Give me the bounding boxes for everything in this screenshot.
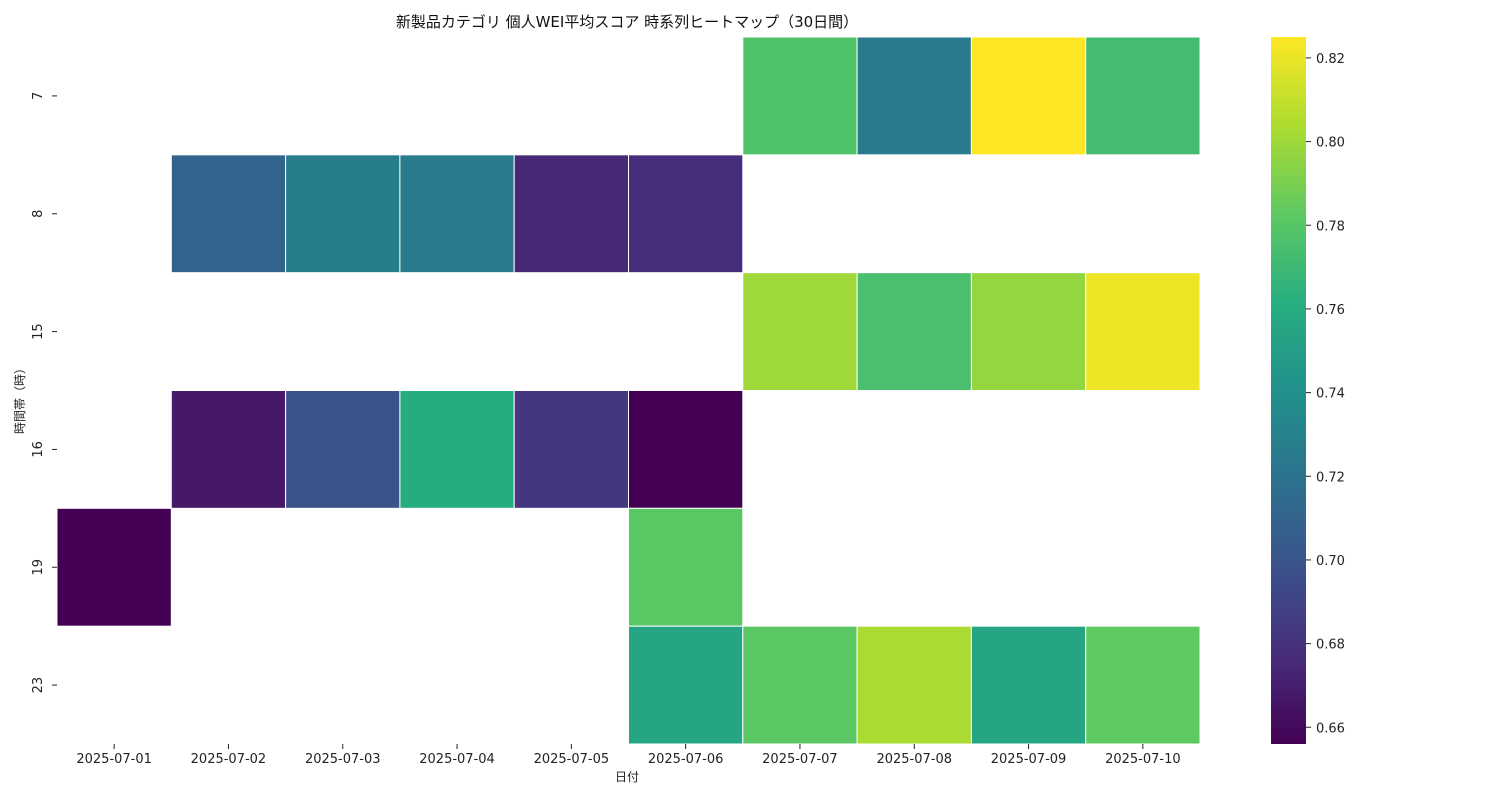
y-axis-label: 時間帯（時） (13, 362, 27, 434)
x-tick-label: 2025-07-03 (305, 752, 381, 767)
colorbar: 0.66 0.68 0.70 0.72 0.74 0.76 0.78 0.80 0.82 (1271, 37, 1345, 744)
colorbar-ticks: 0.66 0.68 0.70 0.72 0.74 0.76 0.78 0.80 0.82 (1306, 52, 1345, 736)
heatmap-cell (399, 390, 515, 509)
y-tick-label: 15 (31, 323, 46, 340)
y-tick-label: 19 (31, 559, 46, 576)
heatmap-cell (970, 272, 1087, 391)
colorbar-tick-label: 0.68 (1316, 638, 1345, 653)
y-axis: 7 8 15 16 19 23 (31, 92, 57, 694)
heatmap-cell (1085, 272, 1201, 391)
heatmap-cell (856, 272, 972, 391)
x-tick-label: 2025-07-01 (76, 752, 152, 767)
heatmap-cell (742, 272, 858, 391)
heatmap-cell (628, 625, 744, 745)
x-axis-label: 日付 (615, 770, 639, 784)
colorbar-tick-label: 0.74 (1316, 387, 1345, 402)
x-tick-label: 2025-07-02 (191, 752, 267, 767)
heatmap-cell (742, 36, 858, 156)
heatmap-cell (628, 154, 744, 274)
heatmap-cell (856, 36, 972, 156)
colorbar-tick-label: 0.72 (1316, 470, 1345, 485)
x-tick-label: 2025-07-08 (876, 752, 952, 767)
heatmap-cells (56, 36, 1201, 745)
heatmap-cell (513, 390, 630, 509)
heatmap-cell (513, 154, 630, 274)
colorbar-tick-label: 0.66 (1316, 721, 1345, 736)
heatmap-cell (742, 625, 858, 745)
y-tick-label: 7 (31, 92, 46, 100)
x-tick-label: 2025-07-07 (762, 752, 838, 767)
heatmap-cell (856, 625, 972, 745)
heatmap-cell (970, 625, 1087, 745)
x-tick-label: 2025-07-09 (991, 752, 1067, 767)
x-tick-label: 2025-07-06 (648, 752, 724, 767)
x-tick-label: 2025-07-05 (534, 752, 610, 767)
heatmap-cell (1085, 36, 1201, 156)
heatmap-cell (170, 154, 287, 274)
colorbar-tick-label: 0.70 (1316, 554, 1345, 569)
y-tick-label: 23 (31, 677, 46, 694)
colorbar-tick-label: 0.80 (1316, 136, 1345, 151)
colorbar-tick-label: 0.76 (1316, 303, 1345, 318)
colorbar-gradient (1271, 37, 1306, 744)
heatmap-cell (170, 390, 287, 509)
x-tick-label: 2025-07-04 (419, 752, 495, 767)
heatmap-cell (970, 36, 1087, 156)
heatmap-cell (56, 507, 172, 627)
heatmap-cell (285, 390, 401, 509)
x-tick-label: 2025-07-10 (1105, 752, 1181, 767)
heatmap-cell (1085, 625, 1201, 745)
heatmap-cell (628, 390, 744, 509)
chart-title: 新製品カテゴリ 個人WEI平均スコア 時系列ヒートマップ（30日間） (396, 13, 858, 31)
y-tick-label: 16 (31, 441, 46, 458)
heatmap-cell (399, 154, 515, 274)
y-tick-label: 8 (31, 210, 46, 218)
heatmap-cell (285, 154, 401, 274)
x-axis: 2025-07-01 2025-07-02 2025-07-03 2025-07-04… (76, 744, 1181, 767)
colorbar-tick-label: 0.82 (1316, 52, 1345, 67)
heatmap-cell (628, 507, 744, 627)
colorbar-tick-label: 0.78 (1316, 219, 1345, 234)
